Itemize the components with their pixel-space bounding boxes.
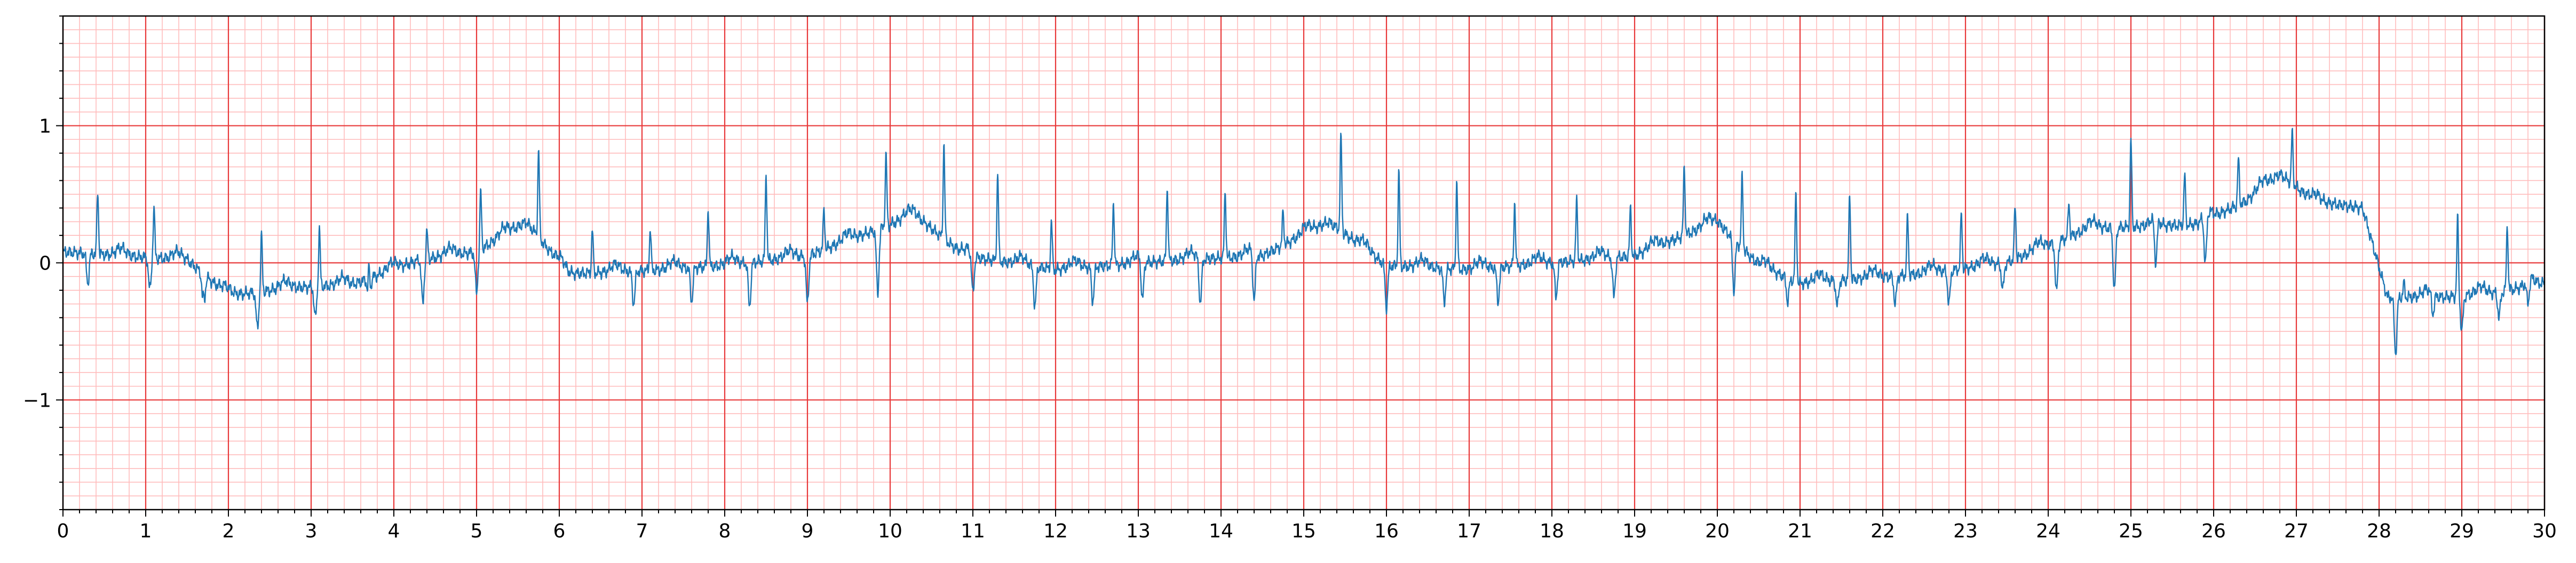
x-tick-label: 8 (719, 520, 731, 542)
x-tick-label: 14 (1209, 520, 1233, 542)
x-tick-label: 29 (2450, 520, 2474, 542)
x-tick-label: 27 (2284, 520, 2309, 542)
x-tick-label: 17 (1457, 520, 1481, 542)
x-tick-label: 4 (388, 520, 400, 542)
x-tick-label: 21 (1788, 520, 1812, 542)
ecg-trace (62, 128, 2546, 355)
x-tick-label: 26 (2201, 520, 2226, 542)
y-tick-label: 1 (39, 116, 51, 138)
x-tick-label: 19 (1622, 520, 1647, 542)
x-tick-label: 10 (878, 520, 902, 542)
y-tick-label: −1 (23, 390, 51, 411)
x-tick-label: 25 (2119, 520, 2143, 542)
x-tick-label: 7 (636, 520, 648, 542)
x-tick-label: 9 (802, 520, 814, 542)
x-tick-label: 2 (223, 520, 235, 542)
x-tick-label: 22 (1870, 520, 1895, 542)
x-tick-label: 6 (553, 520, 566, 542)
x-tick-label: 24 (2036, 520, 2060, 542)
x-tick-label: 16 (1374, 520, 1399, 542)
y-tick-label: 0 (39, 253, 51, 275)
x-tick-label: 23 (1953, 520, 1978, 542)
y-axis-ticks: −1 0 1 (23, 15, 63, 510)
x-axis-ticks: 0 1 2 3 4 5 6 7 8 9 10 11 12 13 14 15 16 17 18 19 20 21 22 23 24… (57, 510, 2557, 542)
major-grid (62, 16, 2546, 510)
x-tick-label: 3 (305, 520, 318, 542)
x-tick-label: 12 (1043, 520, 1068, 542)
x-tick-label: 5 (471, 520, 483, 542)
x-tick-label: 0 (57, 520, 69, 542)
x-tick-label: 20 (1705, 520, 1730, 542)
x-tick-label: 15 (1291, 520, 1316, 542)
x-tick-label: 1 (140, 520, 152, 542)
x-tick-label: 11 (961, 520, 985, 542)
x-tick-label: 28 (2367, 520, 2391, 542)
x-tick-label: 30 (2532, 520, 2557, 542)
x-tick-label: 18 (1540, 520, 1564, 542)
x-tick-label: 13 (1126, 520, 1151, 542)
